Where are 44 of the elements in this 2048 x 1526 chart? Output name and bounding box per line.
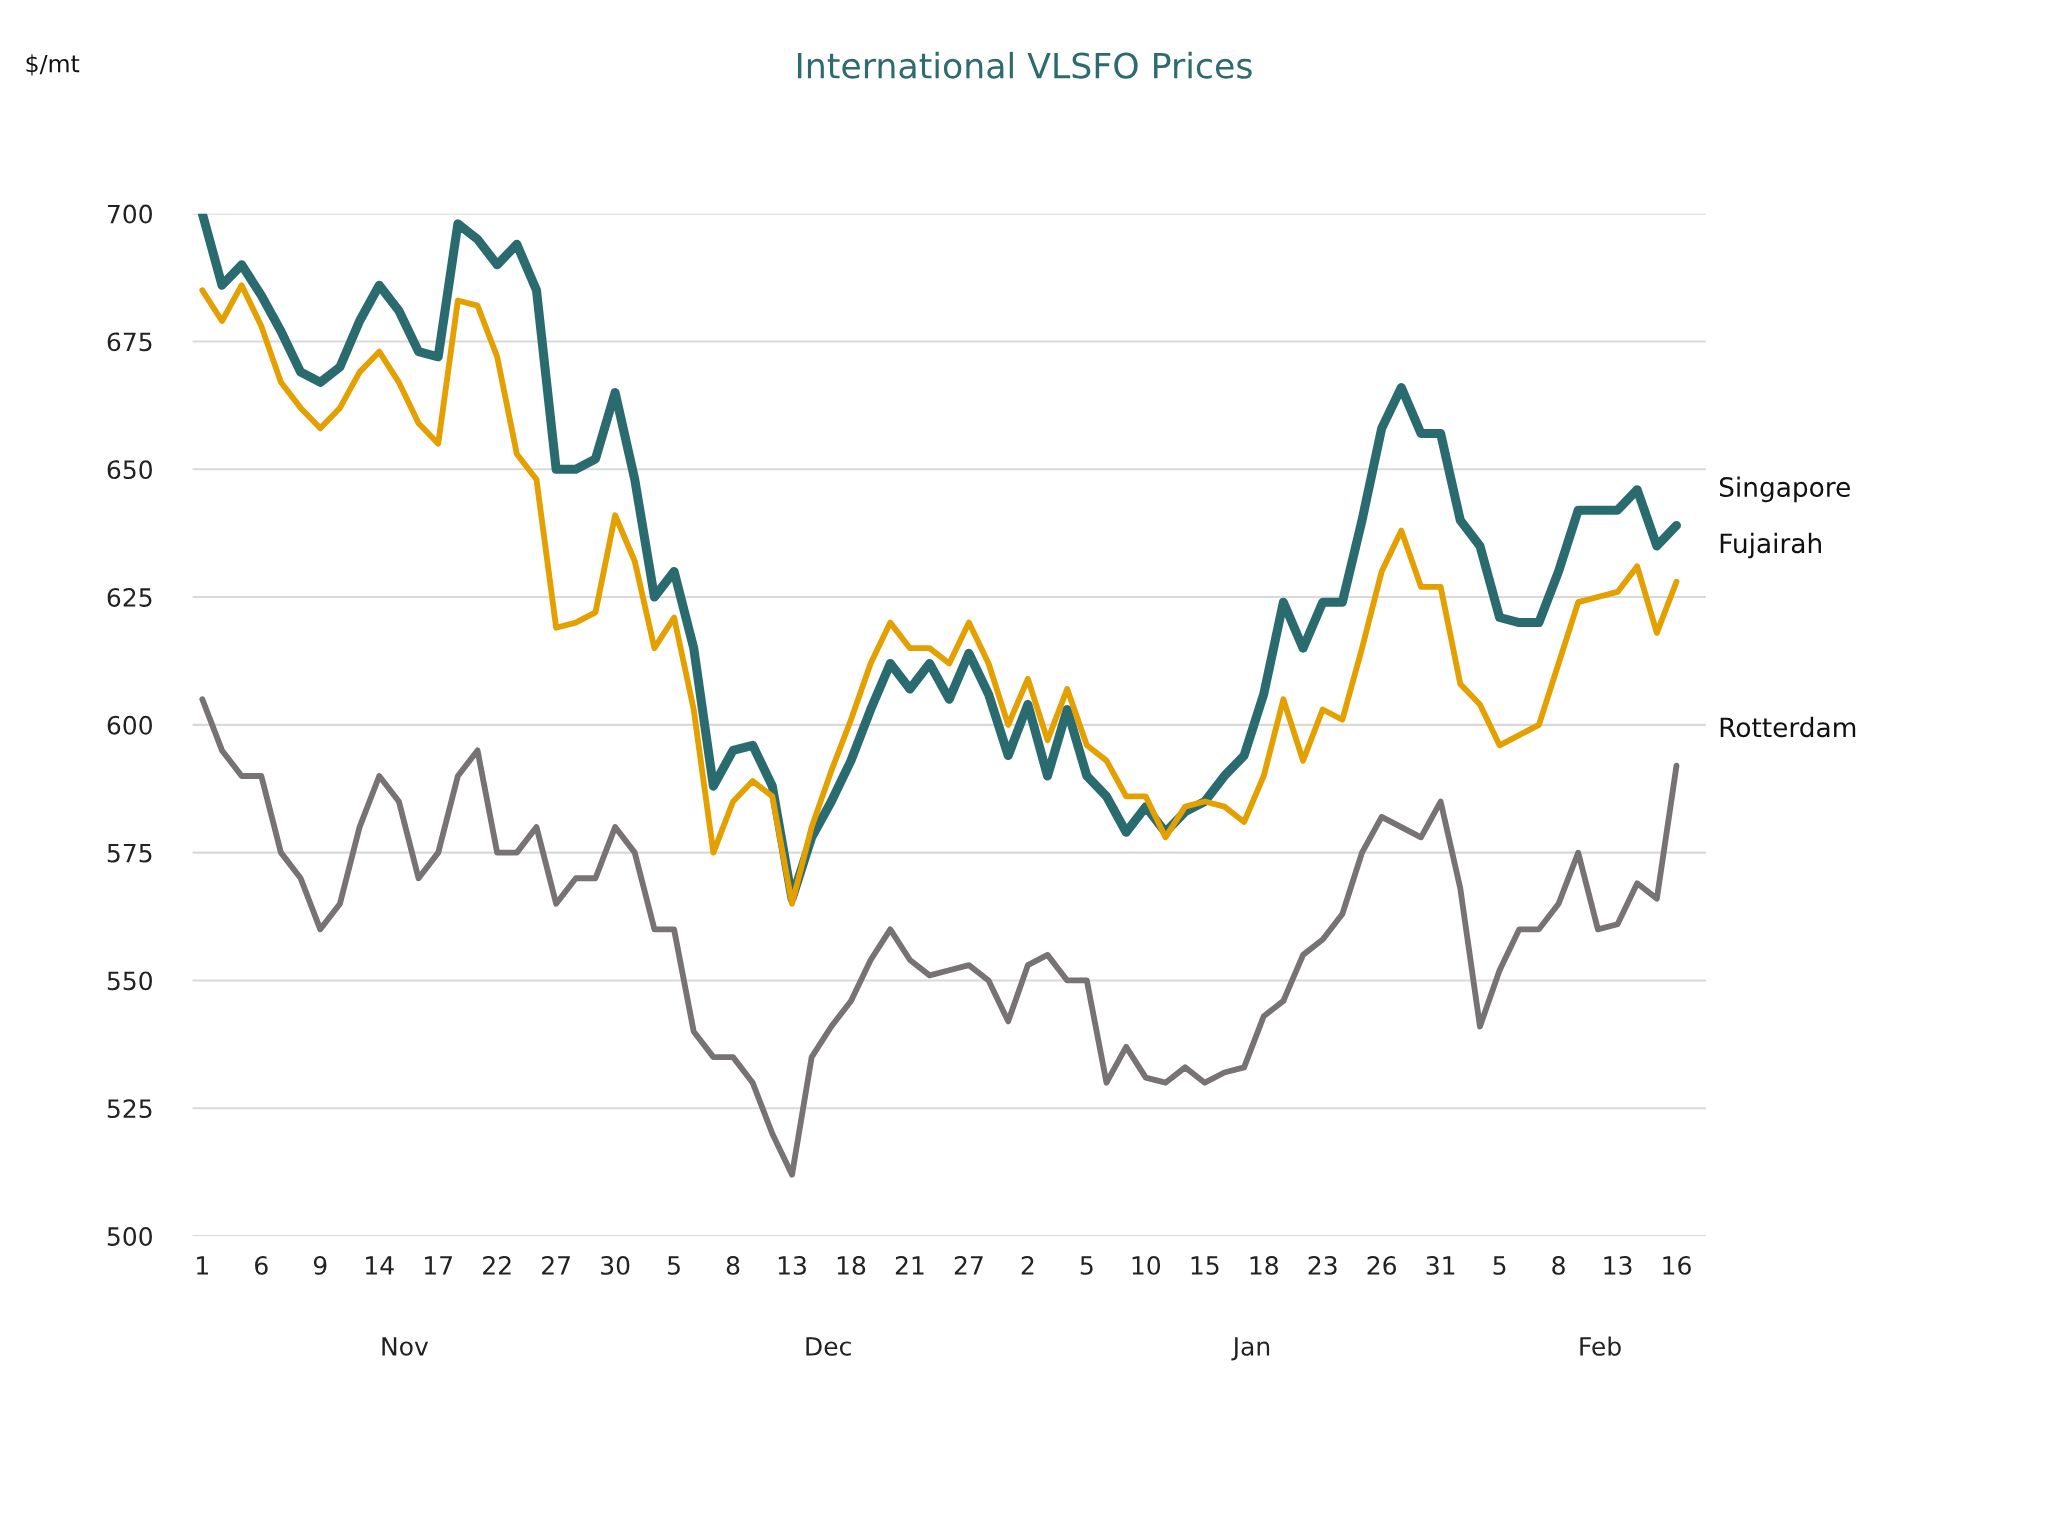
x-tick-label: 30 [601,1255,630,1275]
x-tick-label: 9 [313,1255,327,1275]
text: Jan [1231,1337,1270,1361]
x-tick-label: 31 [1426,1255,1455,1275]
series-label: Singapore [1719,476,1850,503]
text: Dec [806,1337,851,1356]
x-tick-label: 5 [1493,1256,1506,1275]
x-tick-label: 26 [1367,1255,1396,1275]
x-tick-label: 1 [197,1256,208,1275]
x-tick-label: 10 [1132,1255,1161,1275]
series-label: Fujairah [1720,532,1821,559]
x-tick-label: 15 [1191,1256,1219,1275]
x-tick-label: 2 [1021,1255,1034,1275]
x-tick-label: 13 [1604,1255,1632,1275]
x-tick-label: 5 [1080,1256,1093,1275]
text: Nov [382,1337,429,1356]
x-tick-label: 23 [1308,1255,1337,1275]
y-tick-label: 700 [107,204,152,224]
text: $/mt [26,54,80,76]
chart-title: International VLSFO Prices [797,51,1252,79]
x-tick-label: 8 [1552,1255,1565,1275]
y-tick-label: 675 [107,332,152,352]
y-tick-label: 550 [107,971,152,991]
x-tick-label: 18 [1250,1255,1278,1275]
x-tick-label: 5 [668,1256,680,1275]
y-tick-label: 500 [107,1227,152,1246]
series-label: Rotterdam [1720,716,1856,738]
x-tick-label: 27 [542,1255,570,1275]
x-tick-label: 17 [425,1256,452,1275]
x-tick-label: 21 [895,1255,924,1275]
x-tick-label: 8 [726,1255,740,1275]
x-tick-label: 22 [483,1255,511,1275]
y-tick-label: 525 [107,1099,152,1119]
x-tick-label: 14 [366,1256,394,1275]
y-tick-label: 625 [107,587,152,607]
x-tick-label: 18 [837,1255,866,1275]
x-tick-label: 13 [778,1255,806,1275]
x-tick-label: 16 [1663,1255,1691,1275]
y-tick-label: 600 [107,715,152,735]
y-tick-label: 575 [107,843,152,863]
x-tick-label: 6 [255,1255,268,1275]
x-tick-label: 27 [954,1255,983,1275]
text: Feb [1580,1336,1621,1356]
y-tick-label: 650 [107,460,152,480]
